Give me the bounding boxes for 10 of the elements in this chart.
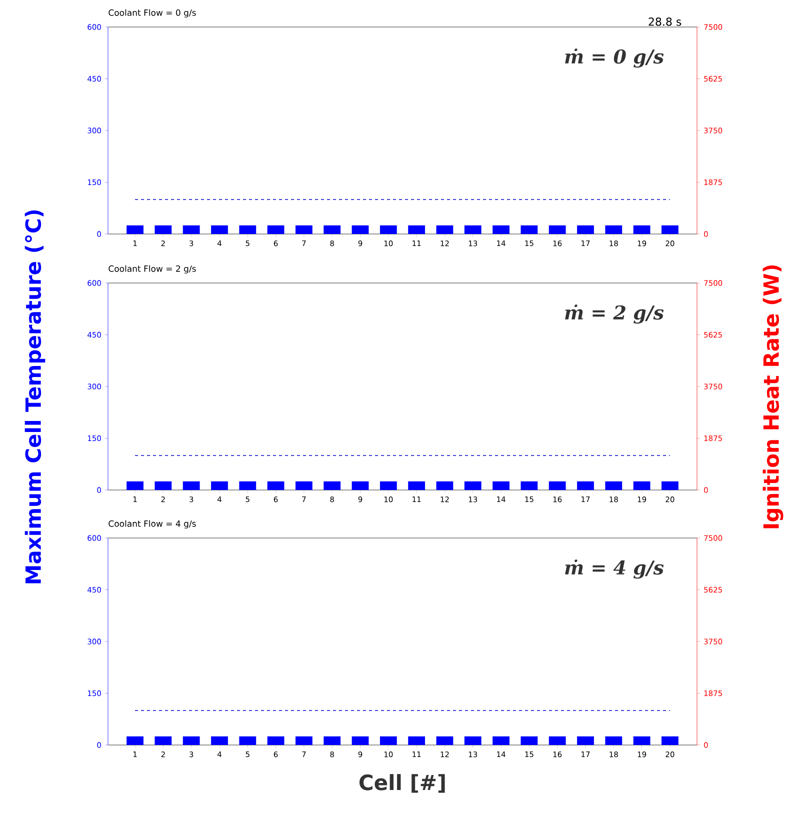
text: 28.8 s bbox=[648, 17, 682, 26]
annotation: ṁ = 4 g/s bbox=[565, 559, 664, 579]
x-axis-title: Cell [#] bbox=[359, 774, 445, 793]
y2-axis-title: Ignition Heat Rate (W) bbox=[762, 265, 784, 528]
chart-title: Coolant Flow = 2 g/s bbox=[108, 265, 196, 274]
annotation: ṁ = 2 g/s bbox=[565, 304, 664, 324]
annotation: ṁ = 0 g/s bbox=[565, 48, 664, 68]
y-axis-title: Maximum Cell Temperature (°C) bbox=[24, 210, 46, 584]
chart-title: Coolant Flow = 4 g/s bbox=[108, 520, 196, 528]
chart-title: Coolant Flow = 0 g/s bbox=[108, 9, 196, 18]
